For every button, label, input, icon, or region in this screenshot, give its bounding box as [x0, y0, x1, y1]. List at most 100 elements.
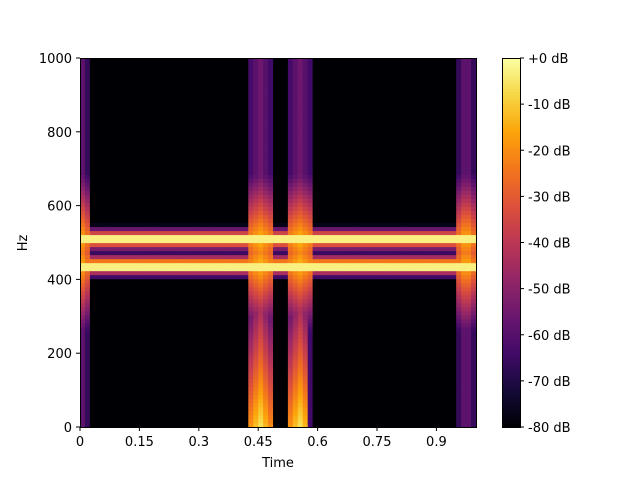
heatmap-cell	[84, 158, 91, 163]
heatmap-cell	[179, 278, 185, 284]
heatmap-cell	[203, 86, 210, 91]
heatmap-cell	[183, 358, 190, 364]
heatmap-cell	[253, 390, 259, 396]
heatmap-cell	[292, 294, 299, 300]
heatmap-cell	[233, 58, 239, 63]
heatmap-cell	[273, 78, 279, 83]
heatmap-cell	[337, 278, 343, 284]
heatmap-cell	[159, 246, 165, 252]
heatmap-cell	[188, 90, 195, 95]
heatmap-cell	[164, 222, 170, 228]
heatmap-cell	[253, 118, 259, 123]
heatmap-cell	[84, 298, 91, 304]
heatmap-cell	[297, 354, 304, 360]
heatmap-cell	[154, 254, 160, 260]
heatmap-cell	[213, 374, 220, 380]
heatmap-cell	[159, 374, 165, 380]
heatmap-cell	[80, 394, 86, 400]
heatmap-cell	[99, 62, 106, 67]
heatmap-cell	[183, 330, 190, 336]
heatmap-cell	[302, 82, 309, 87]
heatmap-cell	[154, 262, 160, 268]
heatmap-cell	[273, 194, 279, 199]
heatmap-cell	[213, 178, 220, 183]
heatmap-cell	[159, 98, 165, 103]
heatmap-cell	[312, 374, 319, 380]
heatmap-cell	[263, 406, 269, 412]
heatmap-cell	[169, 122, 175, 127]
heatmap-cell	[203, 422, 210, 428]
heatmap-cell	[317, 94, 324, 99]
heatmap-cell	[337, 402, 343, 408]
heatmap-cell	[159, 282, 165, 288]
heatmap-cell	[213, 106, 220, 111]
heatmap-cell	[188, 210, 195, 216]
heatmap-cell	[203, 222, 210, 228]
heatmap-cell	[109, 198, 116, 203]
heatmap-cell	[169, 310, 175, 316]
heatmap-cell	[203, 58, 210, 63]
heatmap-cell	[203, 314, 210, 320]
heatmap-cell	[99, 258, 106, 264]
heatmap-cell	[322, 206, 329, 212]
heatmap-cell	[233, 126, 239, 131]
heatmap-cell	[203, 290, 210, 296]
heatmap-cell	[124, 198, 131, 203]
heatmap-cell	[253, 262, 259, 268]
heatmap-cell	[228, 154, 235, 159]
heatmap-cell	[327, 386, 334, 392]
heatmap-cell	[307, 118, 314, 123]
heatmap-cell	[129, 126, 136, 131]
heatmap-cell	[203, 214, 210, 220]
heatmap-cell	[149, 58, 155, 63]
heatmap-cell	[297, 94, 304, 99]
heatmap-cell	[94, 338, 101, 344]
heatmap-cell	[129, 194, 136, 199]
heatmap-cell	[278, 154, 284, 159]
heatmap-plot-area	[80, 58, 477, 428]
heatmap-cell	[282, 78, 289, 83]
heatmap-cell	[213, 398, 220, 404]
heatmap-cell	[317, 398, 324, 404]
heatmap-cell	[164, 326, 170, 332]
heatmap-cell	[193, 170, 200, 175]
heatmap-cell	[119, 86, 126, 91]
heatmap-cell	[223, 366, 230, 372]
heatmap-cell	[179, 322, 185, 328]
heatmap-cell	[174, 234, 180, 240]
heatmap-cell	[213, 174, 220, 179]
heatmap-cell	[297, 258, 304, 264]
heatmap-cell	[238, 326, 244, 332]
heatmap-cell	[139, 206, 145, 212]
heatmap-cell	[109, 346, 116, 352]
heatmap-cell	[223, 318, 230, 324]
heatmap-cell	[327, 62, 334, 67]
heatmap-cell	[149, 122, 155, 127]
heatmap-cell	[297, 298, 304, 304]
heatmap-cell	[268, 378, 274, 384]
heatmap-cell	[124, 366, 131, 372]
heatmap-cell	[169, 398, 175, 404]
heatmap-cell	[317, 226, 324, 232]
heatmap-cell	[223, 298, 230, 304]
heatmap-cell	[327, 354, 334, 360]
heatmap-cell	[208, 250, 215, 256]
heatmap-cell	[307, 122, 314, 127]
heatmap-cell	[253, 366, 259, 372]
heatmap-cell	[208, 218, 215, 224]
heatmap-cell	[154, 306, 160, 312]
heatmap-cell	[258, 406, 264, 412]
heatmap-cell	[99, 306, 106, 312]
heatmap-cell	[164, 410, 170, 416]
heatmap-cell	[342, 242, 348, 248]
heatmap-cell	[312, 306, 319, 312]
heatmap-cell	[218, 258, 225, 264]
heatmap-cell	[223, 358, 230, 364]
heatmap-cell	[183, 122, 190, 127]
heatmap-cell	[312, 98, 319, 103]
heatmap-cell	[302, 194, 309, 199]
heatmap-cell	[149, 306, 155, 312]
heatmap-cell	[198, 134, 205, 139]
heatmap-cell	[179, 186, 185, 191]
heatmap-cell	[198, 422, 205, 428]
